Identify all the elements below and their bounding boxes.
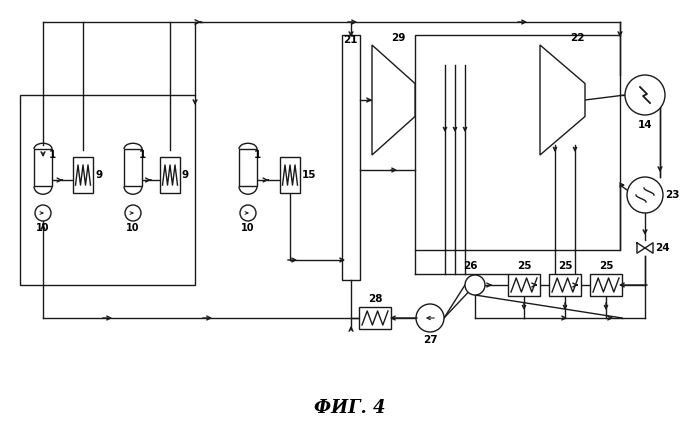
Text: 1: 1 <box>49 150 56 160</box>
Text: 29: 29 <box>391 33 405 43</box>
Text: 23: 23 <box>665 190 679 200</box>
Polygon shape <box>540 45 585 155</box>
Bar <box>73 157 93 193</box>
Bar <box>342 35 360 280</box>
Bar <box>20 95 195 285</box>
Text: 1: 1 <box>254 150 261 160</box>
Text: 14: 14 <box>637 120 652 130</box>
Bar <box>590 274 622 296</box>
Text: 10: 10 <box>241 223 254 233</box>
Bar <box>359 307 391 329</box>
Text: 25: 25 <box>558 261 572 271</box>
Text: 22: 22 <box>570 33 585 43</box>
Text: 24: 24 <box>655 243 670 253</box>
Text: 9: 9 <box>95 170 102 180</box>
Text: 10: 10 <box>127 223 140 233</box>
Text: ФИГ. 4: ФИГ. 4 <box>315 399 386 417</box>
Bar <box>239 149 257 187</box>
Bar <box>124 149 142 187</box>
Text: 26: 26 <box>463 261 477 271</box>
Circle shape <box>625 75 665 115</box>
Bar <box>34 149 52 187</box>
Text: 21: 21 <box>343 35 357 45</box>
Text: 1: 1 <box>139 150 146 160</box>
Polygon shape <box>372 45 415 155</box>
Bar <box>508 274 540 296</box>
Text: 27: 27 <box>423 335 438 345</box>
Bar <box>549 274 581 296</box>
Circle shape <box>465 275 485 295</box>
Polygon shape <box>637 243 653 253</box>
Circle shape <box>125 205 141 221</box>
Text: 28: 28 <box>368 294 382 304</box>
Bar <box>280 157 300 193</box>
Text: 15: 15 <box>302 170 317 180</box>
Circle shape <box>416 304 444 332</box>
Circle shape <box>35 205 51 221</box>
Text: 25: 25 <box>599 261 613 271</box>
Text: 25: 25 <box>517 261 531 271</box>
Text: 9: 9 <box>182 170 189 180</box>
Text: 10: 10 <box>36 223 50 233</box>
Bar <box>415 35 620 250</box>
Circle shape <box>240 205 256 221</box>
Bar <box>160 157 180 193</box>
Circle shape <box>627 177 663 213</box>
